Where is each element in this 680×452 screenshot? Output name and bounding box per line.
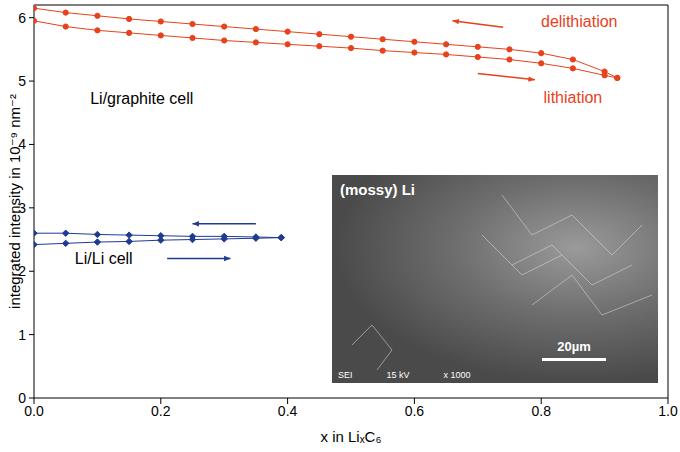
html-text:x 1000: x 1000	[443, 370, 471, 380]
html-text:SEI: SEI	[338, 370, 353, 380]
svg-text:Li/Li cell: Li/Li cell	[75, 250, 133, 267]
html-text:20µm: 20µm	[557, 339, 591, 354]
html-text:(mossy) Li: (mossy) Li	[340, 181, 415, 198]
svg-text:5: 5	[18, 73, 26, 89]
svg-text:0.2: 0.2	[151, 403, 171, 419]
svg-text:1.0: 1.0	[658, 403, 678, 419]
html-text:15 kV: 15 kV	[386, 370, 410, 380]
svg-text:integrated intensity in 10⁻⁹ n: integrated intensity in 10⁻⁹ nm⁻²	[6, 94, 23, 309]
svg-text:Li/graphite cell: Li/graphite cell	[90, 90, 193, 107]
svg-text:0.8: 0.8	[531, 403, 551, 419]
svg-text:delithiation: delithiation	[541, 13, 618, 30]
svg-text:6: 6	[18, 10, 26, 26]
svg-text:1: 1	[18, 327, 26, 343]
svg-text:x in LiₓC₆: x in LiₓC₆	[321, 428, 382, 445]
svg-text:0.4: 0.4	[278, 403, 298, 419]
svg-text:0.0: 0.0	[24, 403, 44, 419]
svg-text:0: 0	[18, 390, 26, 406]
svg-text:0.6: 0.6	[405, 403, 425, 419]
svg-text:lithiation: lithiation	[544, 89, 603, 106]
